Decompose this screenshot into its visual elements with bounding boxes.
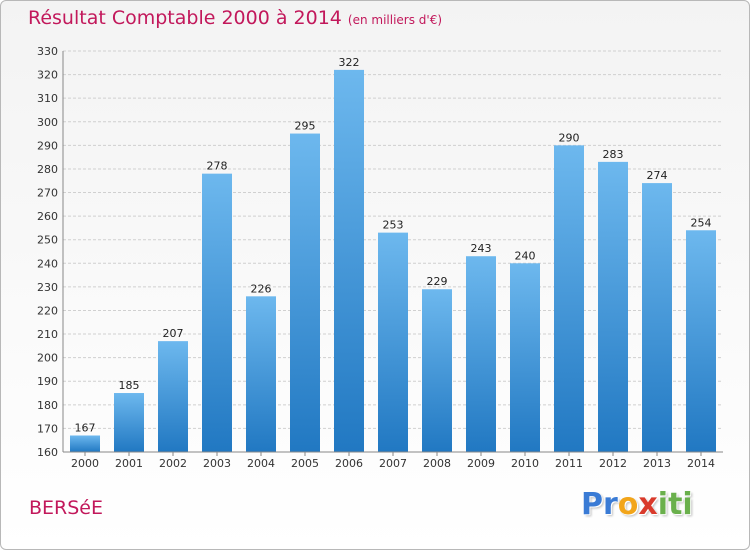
y-tick-label: 260 bbox=[37, 210, 58, 223]
data-label: 283 bbox=[603, 148, 624, 161]
y-tick-label: 280 bbox=[37, 163, 58, 176]
y-tick-label: 180 bbox=[37, 399, 58, 412]
x-tick-label: 2002 bbox=[159, 457, 187, 470]
logo-letter: t bbox=[668, 487, 683, 522]
x-tick-label: 2013 bbox=[643, 457, 671, 470]
bar-2000 bbox=[70, 435, 100, 452]
y-tick-label: 230 bbox=[37, 281, 58, 294]
data-label: 274 bbox=[647, 169, 668, 182]
x-tick-label: 2009 bbox=[467, 457, 495, 470]
bar-2007 bbox=[378, 232, 408, 452]
x-tick-label: 2006 bbox=[335, 457, 363, 470]
y-tick-label: 320 bbox=[37, 69, 58, 82]
bar-2013 bbox=[642, 183, 672, 452]
x-tick-labels: 2000 2001 2002 2003 2004 2005 2006 2007 2008 2009… bbox=[71, 457, 715, 470]
y-tick-label: 170 bbox=[37, 422, 58, 435]
bar-2005 bbox=[290, 133, 320, 452]
logo-letter: o bbox=[617, 487, 639, 522]
y-tick-label: 210 bbox=[37, 328, 58, 341]
data-label: 207 bbox=[163, 327, 184, 340]
y-tick-label: 310 bbox=[37, 92, 58, 105]
chart-title-text: Résultat Comptable 2000 à 2014 bbox=[28, 7, 342, 29]
data-label: 322 bbox=[339, 56, 360, 69]
logo-letter: P bbox=[581, 487, 603, 522]
bar-2006 bbox=[334, 69, 364, 452]
x-tick-label: 2007 bbox=[379, 457, 407, 470]
data-label: 290 bbox=[559, 131, 580, 144]
chart-title: Résultat Comptable 2000 à 2014 (en millie… bbox=[28, 7, 442, 29]
y-tick-label: 190 bbox=[37, 375, 58, 388]
y-tick-label: 270 bbox=[37, 187, 58, 200]
y-tick-label: 200 bbox=[37, 352, 58, 365]
chart-subtitle: (en milliers d'€) bbox=[347, 13, 443, 27]
data-label: 295 bbox=[295, 120, 316, 133]
bar-2002 bbox=[158, 341, 188, 452]
data-label: 229 bbox=[427, 275, 448, 288]
proxiti-logo: Proxiti bbox=[581, 487, 693, 522]
x-tick-label: 2004 bbox=[247, 457, 275, 470]
data-label: 240 bbox=[515, 249, 536, 262]
bar-2014 bbox=[686, 230, 716, 452]
x-tick-label: 2012 bbox=[599, 457, 627, 470]
y-tick-label: 330 bbox=[37, 45, 58, 58]
bars bbox=[70, 69, 716, 453]
logo-letter: i bbox=[682, 487, 693, 522]
bar-2008 bbox=[422, 289, 452, 452]
data-label: 167 bbox=[75, 421, 96, 434]
bar-2001 bbox=[114, 393, 144, 452]
bar-2009 bbox=[466, 256, 496, 452]
data-labels: 167 185 207 278 226 295 322 253 229 243 240 290 283 2… bbox=[75, 56, 712, 435]
bar-2004 bbox=[246, 296, 276, 452]
y-tick-label: 220 bbox=[37, 304, 58, 317]
data-label: 243 bbox=[471, 242, 492, 255]
town-name: BERSéE bbox=[29, 497, 103, 519]
data-label: 253 bbox=[383, 219, 404, 232]
y-tick-label: 250 bbox=[37, 234, 58, 247]
bar-2011 bbox=[554, 145, 584, 452]
logo-letter: x bbox=[638, 487, 658, 522]
data-label: 254 bbox=[691, 216, 712, 229]
y-tick-label: 300 bbox=[37, 116, 58, 129]
y-tick-labels: 160 170 180 190 200 210 220 230 240 250 260 270 280 2… bbox=[37, 45, 58, 459]
bar-2012 bbox=[598, 161, 628, 453]
data-label: 226 bbox=[251, 282, 272, 295]
y-tick-label: 240 bbox=[37, 257, 58, 270]
x-tick-label: 2003 bbox=[203, 457, 231, 470]
bar-2003 bbox=[202, 173, 232, 453]
x-tick-label: 2008 bbox=[423, 457, 451, 470]
x-tick-label: 2005 bbox=[291, 457, 319, 470]
x-tick-label: 2014 bbox=[687, 457, 715, 470]
logo-letter: i bbox=[657, 487, 669, 522]
x-tick-label: 2010 bbox=[511, 457, 539, 470]
x-tick-label: 2001 bbox=[115, 457, 143, 470]
data-label: 278 bbox=[207, 160, 228, 173]
y-tick-label: 160 bbox=[37, 446, 58, 459]
x-tick-label: 2000 bbox=[71, 457, 99, 470]
bar-2010 bbox=[510, 263, 540, 452]
x-tick-label: 2011 bbox=[555, 457, 583, 470]
data-label: 185 bbox=[119, 379, 140, 392]
axes bbox=[62, 51, 723, 456]
logo-letter: r bbox=[603, 487, 618, 522]
y-tick-label: 290 bbox=[37, 139, 58, 152]
